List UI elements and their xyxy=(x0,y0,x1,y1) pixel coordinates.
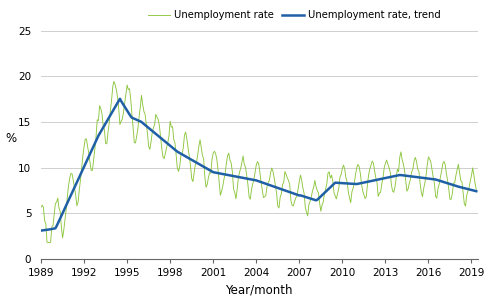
Unemployment rate xyxy=(133,141,138,145)
Unemployment rate, trend xyxy=(473,189,479,193)
Unemployment rate xyxy=(413,159,419,163)
Unemployment rate xyxy=(160,156,166,159)
Unemployment rate, trend xyxy=(159,137,165,141)
Unemployment rate xyxy=(111,79,117,83)
Y-axis label: %: % xyxy=(5,132,17,145)
Unemployment rate xyxy=(45,241,51,244)
Unemployment rate, trend xyxy=(132,117,137,120)
Unemployment rate, trend xyxy=(454,185,460,188)
Unemployment rate, trend xyxy=(215,171,221,175)
X-axis label: Year/month: Year/month xyxy=(225,284,293,297)
Unemployment rate, trend xyxy=(412,175,418,179)
Legend: Unemployment rate, Unemployment rate, trend: Unemployment rate, Unemployment rate, tr… xyxy=(144,6,444,24)
Line: Unemployment rate: Unemployment rate xyxy=(41,81,476,243)
Line: Unemployment rate, trend: Unemployment rate, trend xyxy=(41,99,476,231)
Unemployment rate, trend xyxy=(117,97,123,101)
Unemployment rate, trend xyxy=(38,229,44,233)
Unemployment rate xyxy=(38,205,44,209)
Unemployment rate xyxy=(455,162,461,166)
Unemployment rate xyxy=(216,181,222,184)
Unemployment rate xyxy=(473,188,479,191)
Unemployment rate xyxy=(214,157,220,161)
Unemployment rate, trend xyxy=(213,171,218,175)
